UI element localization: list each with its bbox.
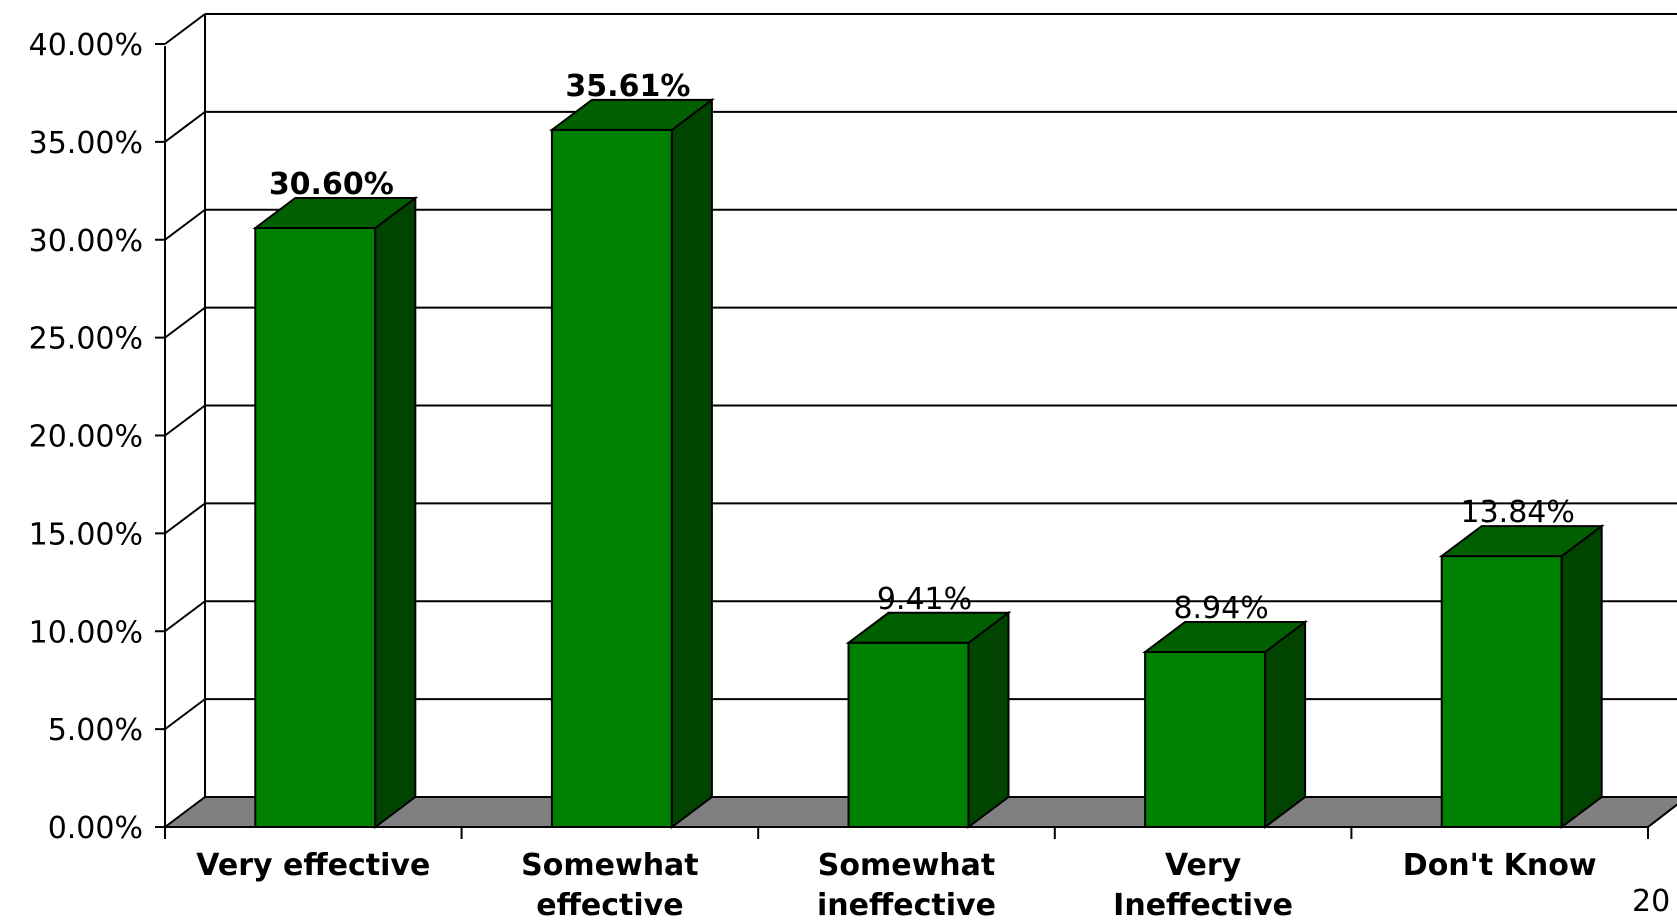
gridline-side [164,502,206,535]
data-label: 8.94% [1173,591,1268,626]
category-label: Very Ineffective [1113,848,1293,920]
y-tick-label: 40.00% [29,28,143,63]
category-label: Somewhat effective [521,848,698,920]
gridline-side [164,698,206,730]
y-tick-label: 35.00% [29,126,143,161]
bar-top-face [1438,525,1605,558]
x-axis-category-labels: Very effective Somewhat effective Somewhat i… [196,848,1596,920]
bar [548,97,715,829]
y-axis-tick-labels: 0.00% 5.00% 10.00% 15.00% 20.00% 25.00% 30.00%… [29,28,143,846]
bar-front-face [1440,555,1563,828]
y-tick-label: 15.00% [29,517,143,552]
bar-top-face [252,197,419,230]
bar-side-face [670,97,713,829]
bar [845,610,1012,829]
bar-front-face [847,641,970,828]
bar [1438,524,1605,829]
y-tick-label: 0.00% [48,811,143,846]
gridline-side [164,600,206,633]
y-tick-label: 20.00% [29,420,143,455]
data-label: 30.60% [269,167,394,202]
bar-top-face [1142,620,1309,653]
bar [1142,619,1309,829]
category-label: Very effective [196,848,430,883]
data-label: 35.61% [565,69,690,104]
data-label: 9.41% [877,582,972,617]
gridlines [164,13,1677,730]
bar-side-face [967,610,1010,829]
y-tick-label: 5.00% [48,713,143,748]
gridline-side [164,208,206,241]
bar-side-face [1560,524,1603,829]
gridline-side [164,306,206,339]
y-tick-label: 10.00% [29,615,143,650]
y-tick-label: 25.00% [29,322,143,357]
category-label: Don't Know [1403,848,1597,883]
bar-side-face [1264,619,1307,829]
bar-top-face [548,98,715,131]
data-labels: 30.60% 35.61% 9.41% 8.94% 13.84% [269,69,1575,626]
bar-front-face [1144,650,1267,829]
gridline-side [164,404,206,437]
bar-front-face [550,128,673,828]
category-label: Somewhat ineffective [817,848,996,920]
page-number: 20 [1632,884,1671,919]
bar [252,196,419,829]
bar-top-face [845,611,1012,644]
gridline-side [164,111,206,143]
gridline-side [164,13,206,45]
bar-front-face [254,227,377,828]
bars [252,97,1605,829]
bar-side-face [374,196,417,829]
y-tick-label: 30.00% [29,224,143,259]
data-label: 13.84% [1461,495,1575,530]
